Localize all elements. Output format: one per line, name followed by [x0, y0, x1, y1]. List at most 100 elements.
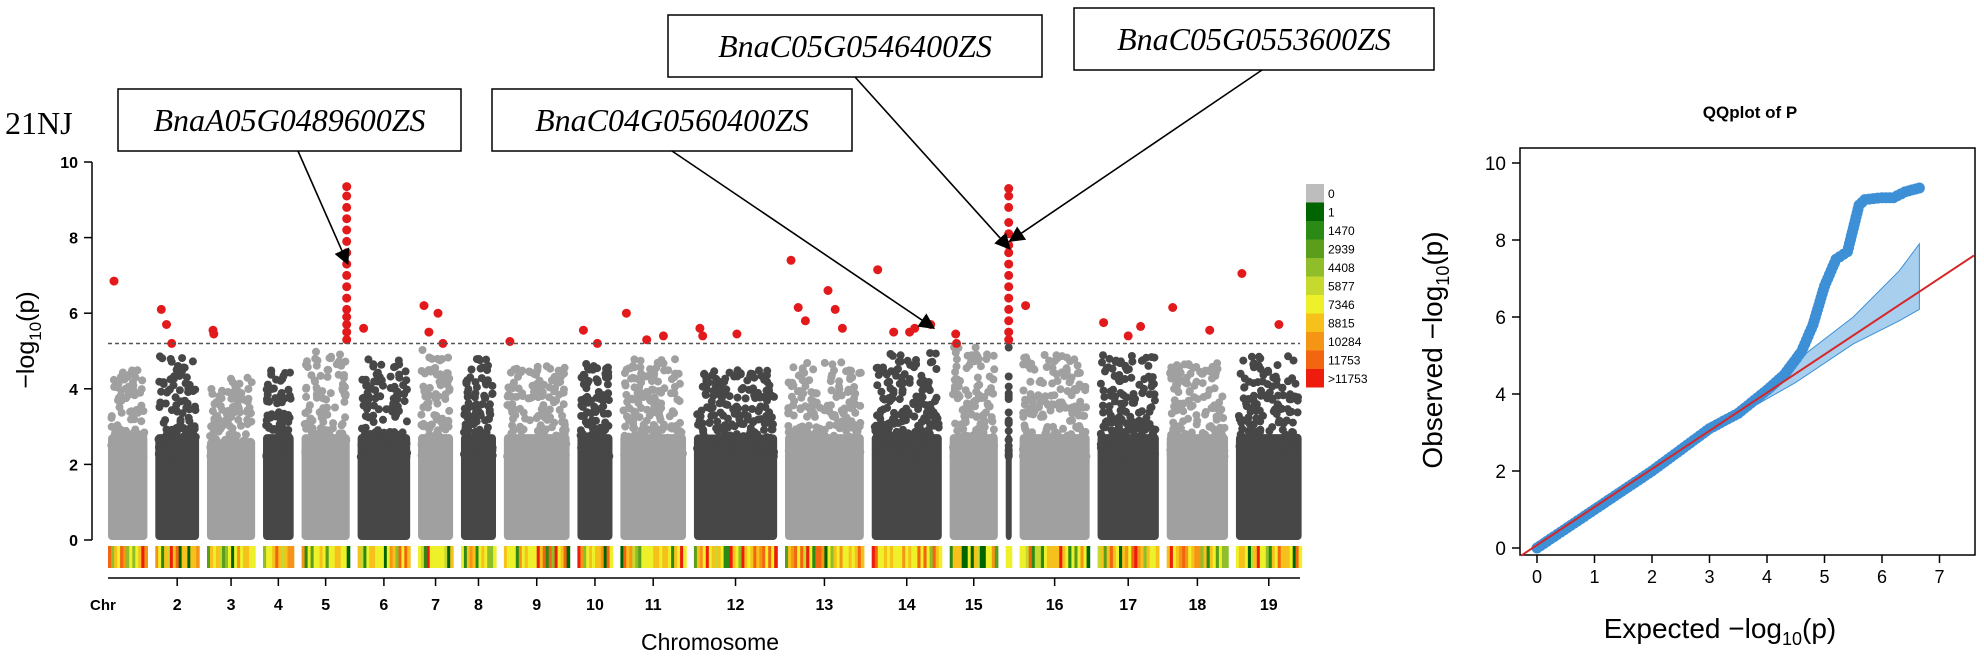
- chromosome-points: [206, 373, 256, 540]
- snp-point: [504, 390, 513, 399]
- snp-point: [379, 381, 387, 390]
- snp-point: [1036, 398, 1045, 407]
- density-cell: [662, 546, 666, 568]
- snp-point: [1272, 410, 1281, 418]
- density-cell: [896, 546, 900, 568]
- snp-point: [924, 425, 933, 434]
- significant-snp: [342, 320, 352, 329]
- snp-point: [1185, 387, 1194, 396]
- density-cell: [366, 546, 370, 568]
- snp-point: [534, 411, 543, 420]
- snp-point: [213, 452, 222, 461]
- snp-point: [1284, 352, 1293, 361]
- snp-point: [645, 395, 654, 404]
- snp-point: [1135, 445, 1144, 454]
- qq-point: [1913, 182, 1925, 194]
- snp-point: [170, 372, 179, 381]
- significant-snp: [793, 303, 803, 312]
- snp-point: [161, 416, 170, 425]
- snp-point: [1129, 395, 1138, 404]
- snp-point: [551, 384, 559, 393]
- density-cell: [1040, 546, 1045, 568]
- snp-point: [796, 435, 805, 444]
- density-cell: [386, 546, 391, 568]
- snp-point: [1062, 368, 1071, 377]
- density-cell: [1155, 546, 1160, 568]
- snp-point: [335, 446, 344, 455]
- snp-point: [383, 443, 392, 452]
- snp-point: [577, 396, 586, 404]
- snp-point: [1108, 451, 1117, 460]
- snp-point: [323, 403, 331, 412]
- snp-point: [694, 420, 702, 429]
- snp-point: [596, 423, 605, 432]
- snp-point: [1027, 359, 1036, 368]
- snp-point: [590, 427, 599, 436]
- density-cell: [705, 546, 710, 568]
- density-cell: [797, 546, 801, 568]
- density-cell: [343, 546, 348, 568]
- density-cell: [1086, 546, 1091, 568]
- snp-point: [877, 387, 886, 396]
- snp-point: [523, 438, 532, 447]
- snp-point: [545, 393, 554, 402]
- snp-point: [963, 399, 971, 408]
- snp-point: [700, 370, 708, 379]
- significant-snp: [342, 214, 352, 224]
- snp-point: [1195, 452, 1204, 461]
- snp-point: [807, 388, 816, 397]
- snp-point: [468, 444, 477, 453]
- significant-snp: [342, 202, 352, 212]
- chromosome-body: [108, 434, 148, 540]
- density-cell: [1047, 546, 1051, 568]
- snp-point: [1070, 355, 1079, 364]
- snp-point: [433, 399, 442, 408]
- snp-point: [933, 414, 942, 423]
- density-cell: [638, 546, 642, 568]
- snp-point: [801, 402, 810, 411]
- snp-point: [952, 355, 961, 364]
- snp-point: [242, 448, 251, 457]
- snp-point: [379, 415, 387, 424]
- density-cell: [328, 546, 333, 568]
- snp-point: [894, 364, 902, 373]
- snp-point: [474, 355, 483, 363]
- density-cell: [949, 546, 954, 568]
- snp-point: [834, 442, 843, 451]
- snp-point: [116, 391, 125, 400]
- density-cell: [1182, 546, 1186, 568]
- snp-point: [335, 429, 344, 438]
- x-tick-label: 13: [816, 597, 834, 614]
- snp-point: [225, 443, 234, 452]
- snp-point: [974, 429, 983, 438]
- density-cell: [1277, 546, 1282, 568]
- density-cell: [284, 546, 289, 568]
- snp-point: [317, 413, 326, 422]
- snp-point: [885, 377, 894, 386]
- snp-point: [1148, 373, 1157, 382]
- snp-point: [795, 387, 804, 395]
- density-cell: [603, 546, 608, 568]
- density-cell: [207, 546, 211, 568]
- density-cell: [389, 546, 394, 568]
- legend-swatch: [1306, 332, 1324, 351]
- snp-point: [655, 387, 663, 395]
- snp-point: [1240, 383, 1249, 392]
- density-cell: [693, 546, 698, 568]
- density-cell: [871, 546, 876, 568]
- snp-point: [218, 405, 227, 414]
- snp-point: [189, 387, 198, 396]
- density-cell: [237, 546, 241, 568]
- snp-point: [959, 425, 968, 434]
- density-cell: [213, 546, 217, 568]
- snp-point: [1144, 361, 1153, 370]
- snp-point: [962, 364, 971, 373]
- density-cell: [696, 546, 701, 568]
- snp-point: [127, 436, 136, 444]
- density-cell: [589, 546, 593, 568]
- density-cell: [375, 546, 379, 568]
- density-cell: [635, 546, 639, 568]
- snp-point: [509, 414, 517, 423]
- significant-snp: [1123, 331, 1133, 341]
- density-cell: [738, 546, 743, 568]
